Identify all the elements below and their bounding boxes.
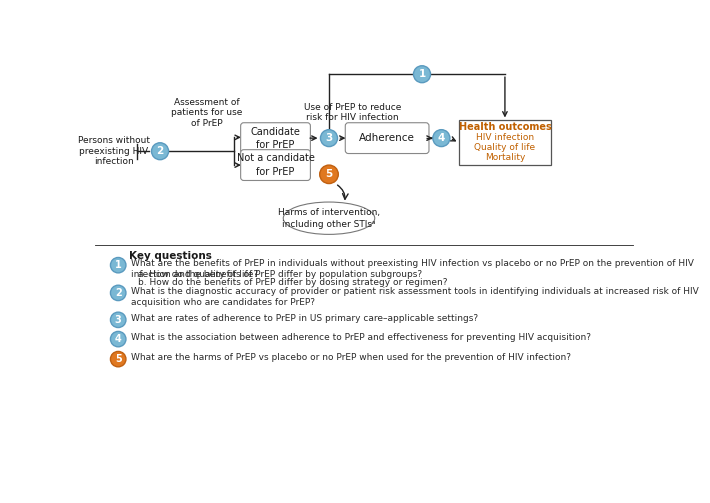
Circle shape [320, 165, 338, 184]
Text: 4: 4 [115, 334, 121, 344]
Text: 5: 5 [325, 170, 332, 180]
Text: 4: 4 [437, 133, 445, 143]
Text: What is the diagnostic accuracy of provider or patient risk assessment tools in : What is the diagnostic accuracy of provi… [131, 287, 699, 307]
Text: a. How do the benefits of PrEP differ by population subgroups?: a. How do the benefits of PrEP differ by… [138, 270, 422, 279]
Text: What are the benefits of PrEP in individuals without preexisting HIV infection v: What are the benefits of PrEP in individ… [131, 259, 694, 280]
Circle shape [320, 130, 337, 146]
Text: Quality of life: Quality of life [474, 143, 535, 152]
Text: Adherence: Adherence [359, 133, 415, 143]
Circle shape [111, 352, 126, 367]
Text: Health outcomes: Health outcomes [459, 122, 551, 132]
Circle shape [111, 312, 126, 327]
Text: HIV infection: HIV infection [476, 133, 534, 142]
Text: Mortality: Mortality [485, 153, 525, 162]
FancyBboxPatch shape [459, 120, 551, 165]
Text: Assessment of
patients for use
of PrEP: Assessment of patients for use of PrEP [171, 98, 242, 128]
Text: Candidate
for PrEP: Candidate for PrEP [251, 127, 300, 150]
FancyBboxPatch shape [345, 123, 429, 153]
Circle shape [413, 66, 430, 82]
Text: 2: 2 [115, 288, 121, 298]
Text: 1: 1 [418, 69, 425, 79]
Text: 2: 2 [156, 146, 164, 156]
FancyBboxPatch shape [241, 150, 310, 181]
Text: What is the association between adherence to PrEP and effectiveness for preventi: What is the association between adherenc… [131, 333, 591, 342]
Text: 3: 3 [325, 133, 332, 143]
Text: Harms of intervention,
including other STIsᵃ: Harms of intervention, including other S… [278, 208, 380, 228]
Text: 3: 3 [115, 315, 121, 325]
Circle shape [111, 331, 126, 347]
Text: Use of PrEP to reduce
risk for HIV infection: Use of PrEP to reduce risk for HIV infec… [304, 103, 401, 122]
Text: Persons without
preexisting HIV
infection: Persons without preexisting HIV infectio… [77, 136, 150, 166]
Circle shape [151, 143, 168, 159]
Text: What are the harms of PrEP vs placebo or no PrEP when used for the prevention of: What are the harms of PrEP vs placebo or… [131, 353, 571, 362]
Text: 1: 1 [115, 260, 121, 270]
FancyBboxPatch shape [241, 123, 310, 153]
Text: 5: 5 [115, 354, 121, 364]
Circle shape [111, 285, 126, 301]
Circle shape [111, 258, 126, 273]
Ellipse shape [283, 202, 375, 234]
Text: What are rates of adherence to PrEP in US primary care–applicable settings?: What are rates of adherence to PrEP in U… [131, 314, 478, 323]
Circle shape [433, 130, 450, 146]
Text: Not a candidate
for PrEP: Not a candidate for PrEP [236, 153, 315, 177]
Text: Key questions: Key questions [129, 252, 212, 262]
Text: b. How do the benefits of PrEP differ by dosing strategy or regimen?: b. How do the benefits of PrEP differ by… [138, 278, 448, 287]
